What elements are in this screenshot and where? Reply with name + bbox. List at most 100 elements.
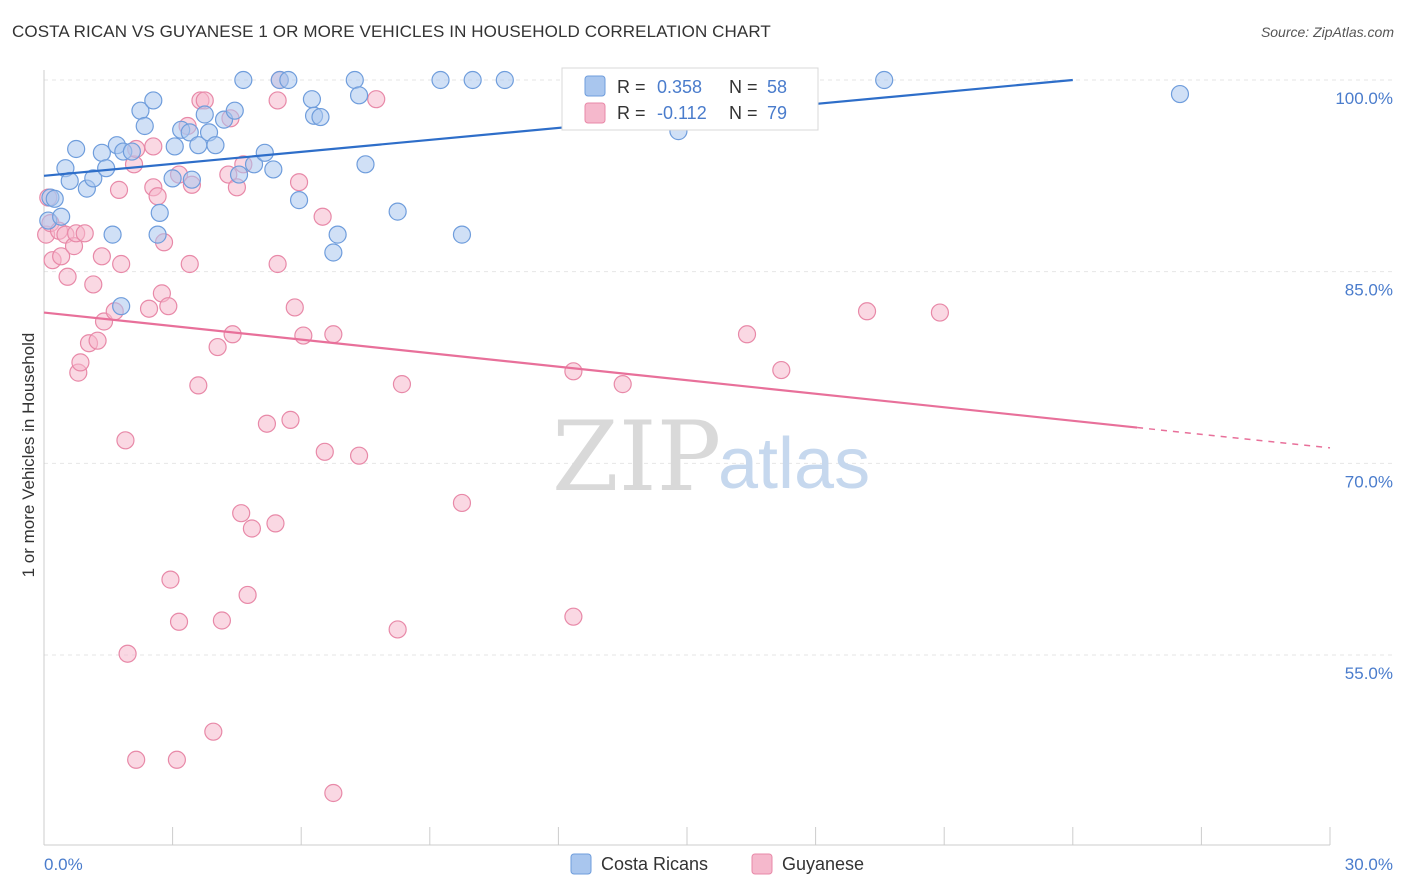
guyanese-point-72 <box>564 607 583 626</box>
legend-r-value-2: -0.112 <box>657 103 707 123</box>
x-tick-min: 0.0% <box>44 855 83 874</box>
costa-ricans-point-52 <box>495 70 514 90</box>
guyanese-point-69 <box>392 375 412 394</box>
guyanese-point-33 <box>161 570 180 589</box>
costa-ricans-point-50 <box>452 225 472 244</box>
guyanese-point-56 <box>268 254 287 274</box>
guyanese-point-45 <box>212 611 231 630</box>
chart-title: COSTA RICAN VS GUYANESE 1 OR MORE VEHICL… <box>12 22 771 41</box>
costa-ricans-point-18 <box>112 297 131 316</box>
guyanese-point-74 <box>737 325 757 344</box>
guyanese-point-52 <box>238 585 257 605</box>
x-tick-max: 30.0% <box>1345 855 1393 874</box>
y-tick-label-0: 55.0% <box>1345 664 1393 683</box>
costa-ricans-point-38 <box>279 70 298 90</box>
guyanese-point-62 <box>313 207 332 226</box>
costa-ricans-point-47 <box>356 155 375 174</box>
costa-ricans-point-29 <box>206 136 225 155</box>
costa-ricans-point-48 <box>388 202 407 221</box>
costa-ricans-point-14 <box>122 142 141 161</box>
guyanese-point-24 <box>127 750 146 769</box>
costa-ricans-point-24 <box>180 123 199 142</box>
source-credit: Source: ZipAtlas.com <box>1260 24 1394 40</box>
correlation-legend: R = 0.358 N = 58 R = -0.112 N = 79 <box>561 67 819 131</box>
bottom-legend-swatch-pink <box>751 853 773 875</box>
guyanese-point-11 <box>71 353 90 372</box>
guyanese-point-77 <box>930 303 950 322</box>
costa-ricans-point-27 <box>195 105 214 124</box>
guyanese-point-67 <box>367 90 386 109</box>
costa-ricans-point-51 <box>463 70 482 90</box>
guyanese-point-16 <box>92 247 111 266</box>
bottom-legend-swatch-blue <box>570 853 592 875</box>
guyanese-point-50 <box>232 504 251 523</box>
guyanese-point-64 <box>324 325 343 344</box>
costa-ricans-point-43 <box>324 243 343 262</box>
costa-ricans-point-21 <box>163 169 182 188</box>
guyanese-point-54 <box>257 414 277 433</box>
costa-ricans-point-32 <box>229 165 249 184</box>
legend-r-value-1: 0.358 <box>657 77 702 97</box>
guyanese-point-28 <box>144 137 163 156</box>
guyanese-point-20 <box>112 254 131 274</box>
guyanese-point-43 <box>204 722 223 741</box>
guyanese-point-40 <box>189 376 208 395</box>
costa-ricans-point-56 <box>875 70 894 90</box>
guyanese-point-58 <box>281 410 300 429</box>
costa-ricans-point-31 <box>225 101 244 120</box>
guyanese-point-7 <box>58 267 77 286</box>
guyanese-point-65 <box>324 783 343 803</box>
costa-ricans-point-33 <box>234 70 253 90</box>
trend-lines <box>43 78 1331 449</box>
guyanese-point-26 <box>139 299 159 318</box>
watermark-zip: ZIP <box>552 401 721 513</box>
costa-ricans-point-45 <box>345 70 364 90</box>
costa-ricans-point-2 <box>45 189 64 208</box>
series-legend: Costa Ricans Guyanese <box>570 853 864 875</box>
legend-swatch-blue <box>584 75 606 97</box>
costa-ricans-point-40 <box>302 90 322 109</box>
guyanese-point-60 <box>289 173 309 192</box>
grid-lines <box>44 79 1392 656</box>
costa-ricans-point-3 <box>52 207 71 226</box>
costa-ricans-point-44 <box>328 225 347 244</box>
y-tick-label-1: 70.0% <box>1345 472 1393 491</box>
legend-r-label-2: R = <box>617 103 646 123</box>
guyanese-point-68 <box>388 620 407 639</box>
costa-ricans-trend-line <box>43 78 1073 177</box>
guyanese-point-53 <box>242 519 262 538</box>
guyanese-point-63 <box>315 442 334 461</box>
costa-ricans-point-12 <box>103 225 122 244</box>
y-tick-label-3: 100.0% <box>1335 89 1393 108</box>
guyanese-point-29 <box>148 187 167 206</box>
costa-ricans-point-19 <box>150 203 169 222</box>
legend-r-label-1: R = <box>617 77 646 97</box>
watermark-atlas: atlas <box>718 424 870 504</box>
guyanese-point-55 <box>266 514 285 533</box>
costa-ricans-point-49 <box>431 70 450 90</box>
guyanese-point-70 <box>452 493 472 513</box>
guyanese-point-59 <box>285 298 304 317</box>
guyanese-trend-extension <box>1137 426 1331 449</box>
guyanese-point-14 <box>84 275 103 294</box>
costa-ricans-point-6 <box>67 139 86 159</box>
guyanese-point-57 <box>268 91 287 110</box>
y-axis-label: 1 or more Vehicles in Household <box>19 333 38 578</box>
costa-ricans-point-39 <box>289 191 309 210</box>
costa-ricans-point-25 <box>182 170 201 189</box>
bottom-legend-label-pink: Guyanese <box>782 854 864 874</box>
costa-ricans-point-35 <box>255 143 274 162</box>
costa-ricans-point-20 <box>148 225 167 244</box>
guyanese-point-19 <box>109 180 129 199</box>
costa-ricans-point-17 <box>144 91 163 110</box>
guyanese-point-76 <box>857 302 877 321</box>
guyanese-point-66 <box>349 446 369 465</box>
legend-n-value-2: 79 <box>767 103 787 123</box>
guyanese-point-75 <box>772 360 791 380</box>
costa-ricans-point-22 <box>165 137 184 156</box>
legend-n-label-2: N = <box>729 103 758 123</box>
legend-swatch-pink <box>584 102 606 124</box>
guyanese-trend-line <box>43 311 1138 429</box>
axes <box>43 70 1331 846</box>
